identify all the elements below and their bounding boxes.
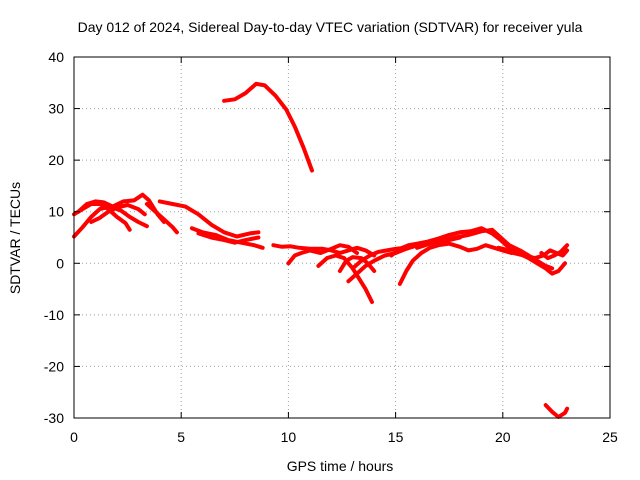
y-tick-labels: -30 -20 -10 0 10 20 30 40: [44, 49, 64, 426]
y-tick-label: -30: [44, 410, 64, 426]
axis-ticks: [73, 56, 611, 419]
series-arc-22: [543, 403, 570, 419]
y-tick-label: 10: [48, 204, 64, 220]
y-tick-label: -20: [44, 358, 64, 374]
series-arc-20: [511, 248, 570, 261]
y-tick-label: 40: [48, 49, 64, 65]
plot-frame: [73, 56, 611, 419]
y-tick-label: -10: [44, 307, 64, 323]
chart-title: Day 012 of 2024, Sidereal Day-to-day VTE…: [78, 19, 583, 35]
series-arc-9: [222, 81, 314, 173]
series-arc-6: [144, 202, 179, 235]
x-axis-label: GPS time / hours: [287, 458, 394, 474]
series-arc-5: [157, 199, 261, 239]
series-arc-16: [397, 241, 514, 286]
y-tick-label: 30: [48, 101, 64, 117]
series-arc-21: [539, 243, 570, 261]
series-arc-8: [196, 231, 261, 245]
series-arc-11: [286, 243, 359, 266]
series-arc-17: [389, 226, 520, 258]
series-arc-3: [76, 192, 166, 224]
x-tick-label: 10: [281, 429, 297, 445]
x-tick-label: 15: [388, 429, 404, 445]
x-tick-label: 25: [602, 429, 618, 445]
y-tick-label: 20: [48, 152, 64, 168]
y-tick-label: 0: [56, 255, 64, 271]
x-tick-label: 5: [177, 429, 185, 445]
series-arc-4: [89, 203, 147, 224]
x-tick-label: 0: [70, 429, 78, 445]
data-series: [72, 81, 570, 419]
series-arc-12: [316, 253, 374, 304]
x-tick-labels: 0 5 10 15 20 25: [70, 429, 618, 445]
y-axis-label: SDTVAR / TECUs: [7, 182, 23, 294]
x-tick-label: 20: [495, 429, 511, 445]
